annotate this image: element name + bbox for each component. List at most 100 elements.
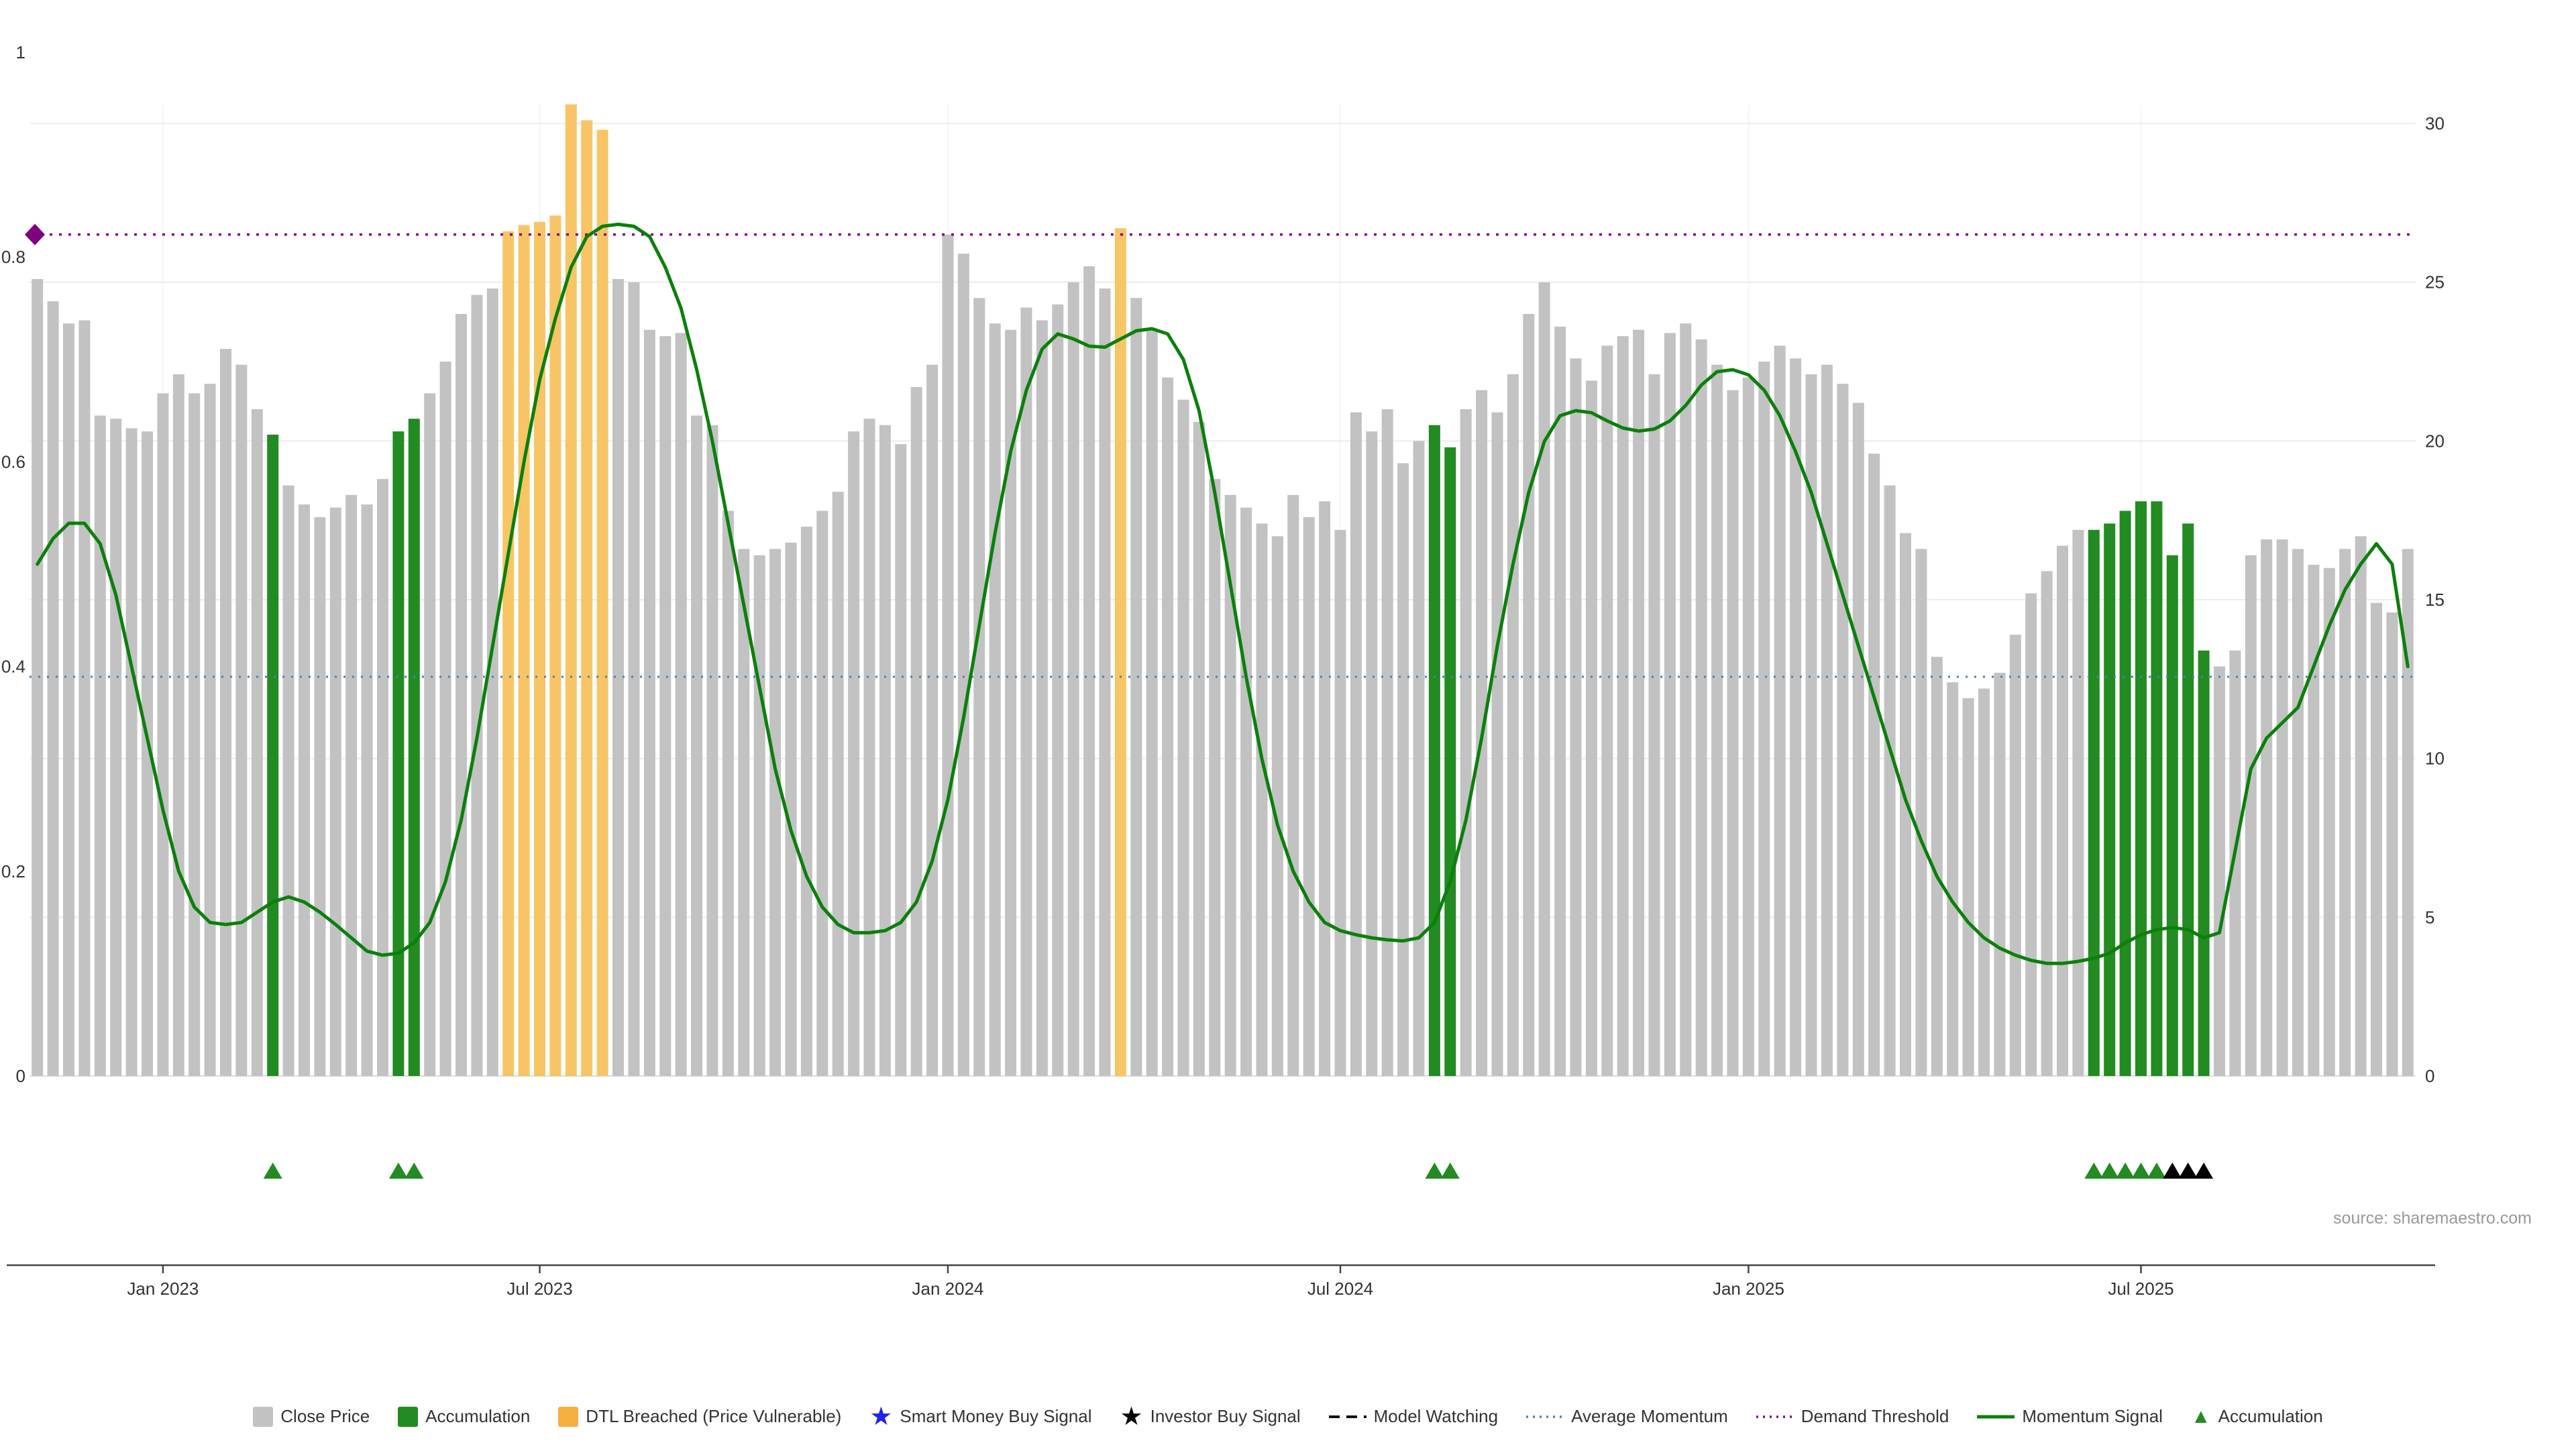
close-price-bar[interactable] [1978, 688, 1990, 1077]
close-price-bar[interactable] [1852, 402, 1864, 1077]
close-price-bar[interactable] [2229, 650, 2241, 1076]
close-price-bar[interactable] [2339, 549, 2351, 1076]
close-price-bar[interactable] [1585, 380, 1597, 1076]
close-price-bar[interactable] [1020, 307, 1032, 1077]
close-price-bar[interactable] [769, 549, 782, 1076]
accumulation-bar[interactable] [2088, 529, 2100, 1076]
accumulation-bar[interactable] [2166, 555, 2178, 1076]
close-price-bar[interactable] [1381, 409, 1393, 1076]
close-price-bar[interactable] [785, 542, 797, 1076]
close-price-bar[interactable] [1742, 377, 1754, 1077]
close-price-bar[interactable] [94, 415, 106, 1077]
close-price-bar[interactable] [612, 278, 624, 1076]
close-price-bar[interactable] [691, 415, 703, 1077]
close-price-bar[interactable] [282, 485, 294, 1076]
close-price-bar[interactable] [1994, 672, 2006, 1076]
close-price-bar[interactable] [643, 329, 655, 1077]
close-price-bar[interactable] [329, 507, 341, 1076]
close-price-bar[interactable] [1036, 320, 1048, 1077]
close-price-bar[interactable] [1287, 494, 1299, 1076]
close-price-bar[interactable] [455, 314, 467, 1076]
close-price-bar[interactable] [1193, 421, 1205, 1076]
close-price-bar[interactable] [486, 288, 498, 1077]
close-price-bar[interactable] [1491, 412, 1503, 1076]
close-price-bar[interactable] [1821, 364, 1833, 1077]
accumulation-bar[interactable] [2104, 523, 2116, 1076]
legend-item-model-watching[interactable]: Model Watching [1328, 1406, 1498, 1427]
close-price-bar[interactable] [125, 428, 138, 1076]
close-price-bar[interactable] [1067, 282, 1079, 1077]
close-price-bar[interactable] [1617, 336, 1629, 1077]
accumulation-bar[interactable] [2151, 501, 2163, 1076]
close-price-bar[interactable] [753, 555, 765, 1076]
close-price-bar[interactable] [722, 511, 734, 1077]
close-price-bar[interactable] [1900, 533, 1911, 1076]
close-price-bar[interactable] [424, 393, 436, 1076]
dtl-breached-bar[interactable] [502, 231, 515, 1076]
close-price-bar[interactable] [1884, 485, 1896, 1076]
accumulation-bar[interactable] [1444, 447, 1456, 1076]
close-price-bar[interactable] [1837, 384, 1849, 1076]
close-price-bar[interactable] [1224, 494, 1236, 1076]
close-price-bar[interactable] [942, 234, 954, 1077]
close-price-bar[interactable] [1052, 304, 1064, 1076]
close-price-bar[interactable] [1083, 266, 1095, 1076]
close-price-bar[interactable] [973, 298, 985, 1076]
close-price-bar[interactable] [1790, 358, 1802, 1076]
accumulation-bar[interactable] [2182, 523, 2194, 1076]
close-price-bar[interactable] [1271, 536, 1283, 1076]
close-price-bar[interactable] [2386, 612, 2398, 1076]
close-price-bar[interactable] [1177, 399, 1189, 1076]
close-price-bar[interactable] [251, 409, 263, 1076]
close-price-bar[interactable] [2371, 602, 2382, 1076]
close-price-bar[interactable] [2292, 549, 2304, 1076]
close-price-bar[interactable] [1162, 377, 1174, 1077]
close-price-bar[interactable] [1005, 329, 1017, 1077]
close-price-bar[interactable] [189, 393, 201, 1076]
close-price-bar[interactable] [1350, 412, 1362, 1076]
accumulation-bar[interactable] [2119, 511, 2131, 1077]
close-price-bar[interactable] [299, 504, 310, 1076]
close-price-bar[interactable] [628, 282, 640, 1077]
close-price-bar[interactable] [706, 425, 718, 1076]
close-price-bar[interactable] [47, 301, 59, 1077]
legend-item-accumulation[interactable]: Accumulation [398, 1406, 530, 1427]
close-price-bar[interactable] [863, 419, 875, 1076]
close-price-bar[interactable] [1413, 441, 1425, 1076]
close-price-bar[interactable] [879, 425, 891, 1076]
close-price-bar[interactable] [2072, 529, 2084, 1076]
legend-item-accumulation-marker[interactable]: ▲ Accumulation [2191, 1406, 2323, 1427]
close-price-bar[interactable] [1303, 517, 1315, 1076]
close-price-bar[interactable] [1947, 682, 1959, 1076]
dtl-breached-bar[interactable] [518, 225, 530, 1077]
accumulation-bar[interactable] [1428, 425, 1440, 1076]
close-price-bar[interactable] [1758, 362, 1770, 1076]
close-price-bar[interactable] [848, 431, 860, 1076]
close-price-bar[interactable] [1931, 657, 1943, 1076]
close-price-bar[interactable] [1601, 345, 1613, 1076]
close-price-bar[interactable] [1397, 463, 1409, 1077]
close-price-bar[interactable] [1805, 374, 1817, 1076]
close-price-bar[interactable] [659, 336, 672, 1077]
close-price-bar[interactable] [926, 364, 938, 1077]
close-price-bar[interactable] [1334, 529, 1346, 1076]
close-price-bar[interactable] [361, 504, 373, 1076]
close-price-bar[interactable] [78, 320, 91, 1077]
close-price-bar[interactable] [2245, 555, 2257, 1076]
close-price-bar[interactable] [800, 527, 812, 1076]
close-price-bar[interactable] [2057, 545, 2068, 1077]
close-price-bar[interactable] [675, 333, 687, 1076]
close-price-bar[interactable] [1570, 358, 1582, 1076]
close-price-bar[interactable] [220, 349, 231, 1076]
close-price-bar[interactable] [738, 549, 750, 1076]
close-price-bar[interactable] [1146, 329, 1158, 1077]
close-price-bar[interactable] [142, 431, 153, 1076]
close-price-bar[interactable] [172, 374, 184, 1076]
close-price-bar[interactable] [2025, 593, 2037, 1077]
close-price-bar[interactable] [1915, 549, 1927, 1076]
legend-item-momentum-signal[interactable]: Momentum Signal [1977, 1406, 2163, 1427]
accumulation-bar[interactable] [408, 419, 420, 1076]
close-price-bar[interactable] [63, 323, 74, 1077]
close-price-bar[interactable] [1868, 453, 1880, 1076]
close-price-bar[interactable] [1962, 698, 1974, 1076]
